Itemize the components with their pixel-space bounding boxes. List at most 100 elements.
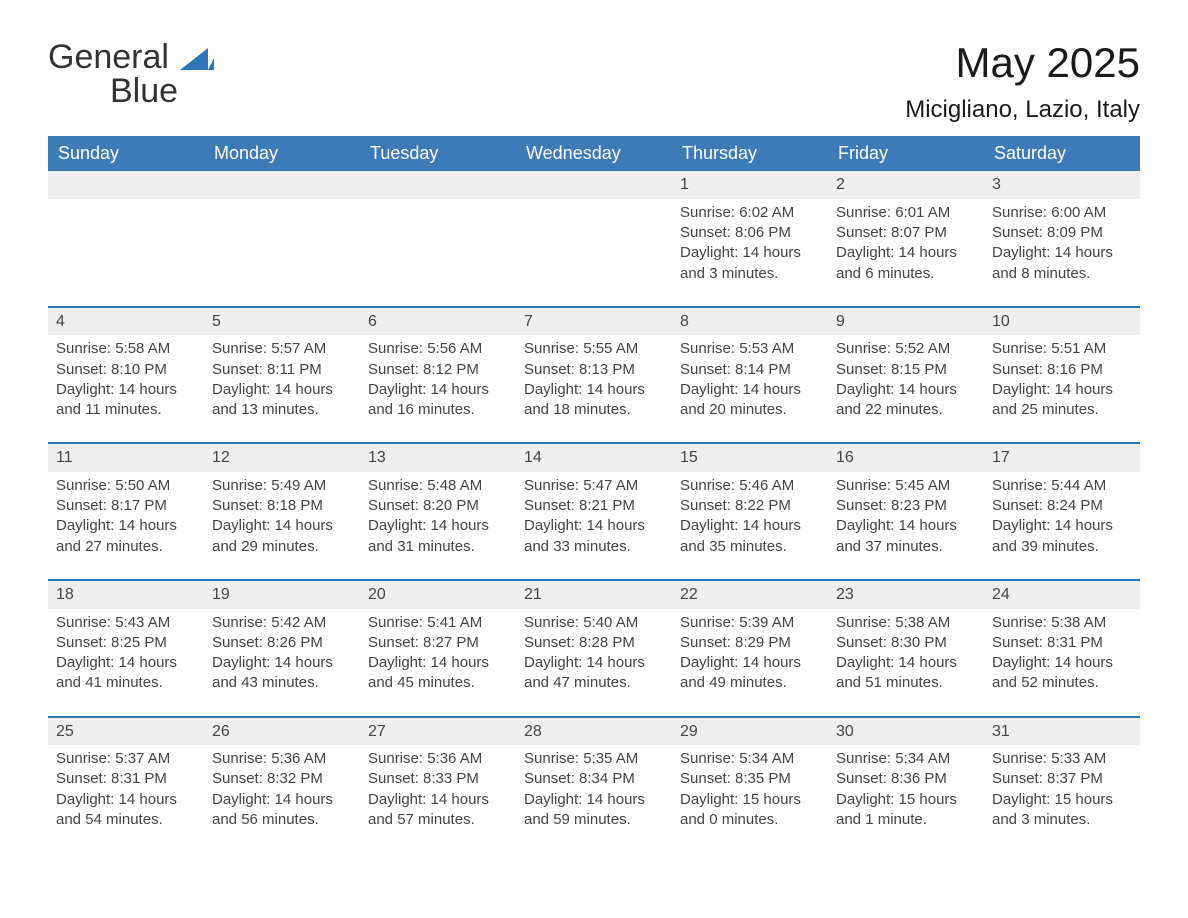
day-details: Sunrise: 5:50 AMSunset: 8:17 PMDaylight:… [48,476,204,557]
empty-day-bar [360,171,516,199]
calendar-empty-cell [516,171,672,306]
day-number: 25 [48,716,204,746]
sunset-line: Sunset: 8:32 PM [212,769,352,789]
calendar-day-cell: 15Sunrise: 5:46 AMSunset: 8:22 PMDayligh… [672,442,828,579]
calendar-day-cell: 3Sunrise: 6:00 AMSunset: 8:09 PMDaylight… [984,171,1140,306]
day-details: Sunrise: 5:49 AMSunset: 8:18 PMDaylight:… [204,476,360,557]
daylight-line: Daylight: 15 hours and 3 minutes. [992,790,1132,831]
sunrise-line: Sunrise: 5:48 AM [368,476,508,496]
calendar-body: 1Sunrise: 6:02 AMSunset: 8:06 PMDaylight… [48,171,1140,852]
daylight-line: Daylight: 14 hours and 54 minutes. [56,790,196,831]
day-details: Sunrise: 5:57 AMSunset: 8:11 PMDaylight:… [204,339,360,420]
sunrise-line: Sunrise: 5:50 AM [56,476,196,496]
daylight-line: Daylight: 14 hours and 37 minutes. [836,516,976,557]
sunrise-line: Sunrise: 5:39 AM [680,613,820,633]
day-number: 29 [672,716,828,746]
day-number: 15 [672,442,828,472]
sunrise-line: Sunrise: 5:35 AM [524,749,664,769]
sunrise-line: Sunrise: 5:34 AM [680,749,820,769]
day-details: Sunrise: 5:44 AMSunset: 8:24 PMDaylight:… [984,476,1140,557]
daylight-line: Daylight: 14 hours and 59 minutes. [524,790,664,831]
logo-triangle-icon [180,44,214,75]
daylight-line: Daylight: 14 hours and 18 minutes. [524,380,664,421]
sunset-line: Sunset: 8:33 PM [368,769,508,789]
daylight-line: Daylight: 14 hours and 41 minutes. [56,653,196,694]
sunset-line: Sunset: 8:26 PM [212,633,352,653]
day-number: 20 [360,579,516,609]
calendar-day-cell: 28Sunrise: 5:35 AMSunset: 8:34 PMDayligh… [516,716,672,853]
day-number: 19 [204,579,360,609]
day-number: 18 [48,579,204,609]
sunrise-line: Sunrise: 5:40 AM [524,613,664,633]
daylight-line: Daylight: 15 hours and 0 minutes. [680,790,820,831]
sunset-line: Sunset: 8:21 PM [524,496,664,516]
sunrise-line: Sunrise: 5:52 AM [836,339,976,359]
day-details: Sunrise: 5:42 AMSunset: 8:26 PMDaylight:… [204,613,360,694]
calendar-day-cell: 6Sunrise: 5:56 AMSunset: 8:12 PMDaylight… [360,306,516,443]
calendar-day-cell: 18Sunrise: 5:43 AMSunset: 8:25 PMDayligh… [48,579,204,716]
daylight-line: Daylight: 14 hours and 57 minutes. [368,790,508,831]
day-details: Sunrise: 5:52 AMSunset: 8:15 PMDaylight:… [828,339,984,420]
day-details: Sunrise: 5:53 AMSunset: 8:14 PMDaylight:… [672,339,828,420]
sunset-line: Sunset: 8:07 PM [836,223,976,243]
daylight-line: Daylight: 14 hours and 8 minutes. [992,243,1132,284]
day-details: Sunrise: 5:34 AMSunset: 8:36 PMDaylight:… [828,749,984,830]
daylight-line: Daylight: 14 hours and 29 minutes. [212,516,352,557]
daylight-line: Daylight: 14 hours and 39 minutes. [992,516,1132,557]
day-number: 16 [828,442,984,472]
calendar-day-cell: 11Sunrise: 5:50 AMSunset: 8:17 PMDayligh… [48,442,204,579]
daylight-line: Daylight: 14 hours and 49 minutes. [680,653,820,694]
sunset-line: Sunset: 8:36 PM [836,769,976,789]
sunrise-line: Sunrise: 5:38 AM [836,613,976,633]
location-subtitle: Micigliano, Lazio, Italy [905,96,1140,124]
day-details: Sunrise: 5:58 AMSunset: 8:10 PMDaylight:… [48,339,204,420]
calendar-week-row: 1Sunrise: 6:02 AMSunset: 8:06 PMDaylight… [48,171,1140,306]
empty-day-bar [516,171,672,199]
sunset-line: Sunset: 8:16 PM [992,360,1132,380]
sunrise-line: Sunrise: 6:02 AM [680,203,820,223]
day-number: 30 [828,716,984,746]
day-number: 27 [360,716,516,746]
calendar-day-cell: 26Sunrise: 5:36 AMSunset: 8:32 PMDayligh… [204,716,360,853]
sunrise-line: Sunrise: 5:42 AM [212,613,352,633]
day-details: Sunrise: 5:51 AMSunset: 8:16 PMDaylight:… [984,339,1140,420]
day-number: 24 [984,579,1140,609]
sunset-line: Sunset: 8:27 PM [368,633,508,653]
weekday-header: Tuesday [360,136,516,171]
weekday-header: Thursday [672,136,828,171]
empty-day-bar [48,171,204,199]
calendar-day-cell: 25Sunrise: 5:37 AMSunset: 8:31 PMDayligh… [48,716,204,853]
sunrise-line: Sunrise: 5:49 AM [212,476,352,496]
sunset-line: Sunset: 8:34 PM [524,769,664,789]
day-number: 26 [204,716,360,746]
calendar-day-cell: 23Sunrise: 5:38 AMSunset: 8:30 PMDayligh… [828,579,984,716]
sunrise-line: Sunrise: 6:00 AM [992,203,1132,223]
sunset-line: Sunset: 8:31 PM [992,633,1132,653]
sunset-line: Sunset: 8:31 PM [56,769,196,789]
sunrise-line: Sunrise: 5:41 AM [368,613,508,633]
sunrise-line: Sunrise: 5:57 AM [212,339,352,359]
daylight-line: Daylight: 14 hours and 52 minutes. [992,653,1132,694]
day-number: 6 [360,306,516,336]
day-details: Sunrise: 5:38 AMSunset: 8:31 PMDaylight:… [984,613,1140,694]
daylight-line: Daylight: 14 hours and 16 minutes. [368,380,508,421]
calendar-week-row: 18Sunrise: 5:43 AMSunset: 8:25 PMDayligh… [48,579,1140,716]
sunset-line: Sunset: 8:06 PM [680,223,820,243]
sunrise-line: Sunrise: 5:58 AM [56,339,196,359]
calendar-day-cell: 27Sunrise: 5:36 AMSunset: 8:33 PMDayligh… [360,716,516,853]
calendar-day-cell: 12Sunrise: 5:49 AMSunset: 8:18 PMDayligh… [204,442,360,579]
day-details: Sunrise: 5:39 AMSunset: 8:29 PMDaylight:… [672,613,828,694]
day-number: 21 [516,579,672,609]
calendar-day-cell: 21Sunrise: 5:40 AMSunset: 8:28 PMDayligh… [516,579,672,716]
page-header: General Blue May 2025 Micigliano, Lazio,… [48,40,1140,124]
daylight-line: Daylight: 15 hours and 1 minute. [836,790,976,831]
day-number: 3 [984,171,1140,199]
sunset-line: Sunset: 8:14 PM [680,360,820,380]
calendar-day-cell: 29Sunrise: 5:34 AMSunset: 8:35 PMDayligh… [672,716,828,853]
daylight-line: Daylight: 14 hours and 25 minutes. [992,380,1132,421]
sunset-line: Sunset: 8:28 PM [524,633,664,653]
calendar-day-cell: 19 Sunrise: 5:42 AMSunset: 8:26 PMDayligh… [204,579,360,716]
calendar-day-cell: 31Sunrise: 5:33 AMSunset: 8:37 PMDayligh… [984,716,1140,853]
calendar-day-cell: 20Sunrise: 5:41 AMSunset: 8:27 PMDayligh… [360,579,516,716]
sunrise-line: Sunrise: 5:36 AM [212,749,352,769]
